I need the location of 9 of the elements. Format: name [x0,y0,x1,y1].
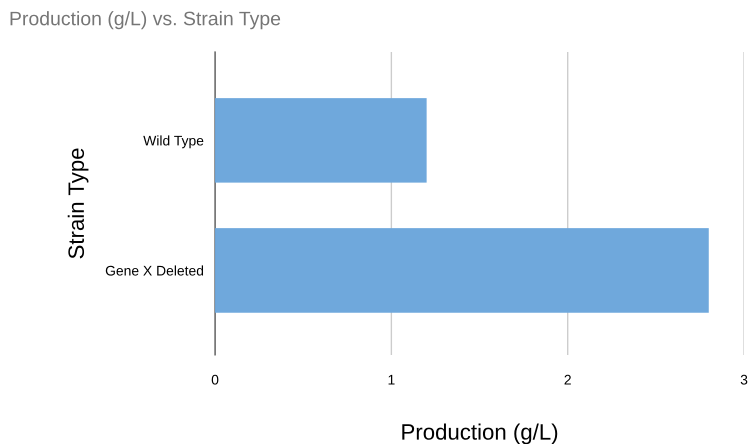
x-tick-label: 2 [564,374,571,384]
y-tick-label: Wild Type [143,135,204,148]
x-axis-title: Production (g/L) [402,423,558,444]
y-axis-title: Strain Type [68,148,88,258]
x-tick-label: 1 [388,374,395,384]
chart-title: Production (g/L) vs. Strain Type [10,11,280,30]
x-tick-label: 0 [212,374,218,385]
y-tick-label: Gene X Deleted [106,265,204,276]
x-tick-label: 3 [740,374,748,385]
